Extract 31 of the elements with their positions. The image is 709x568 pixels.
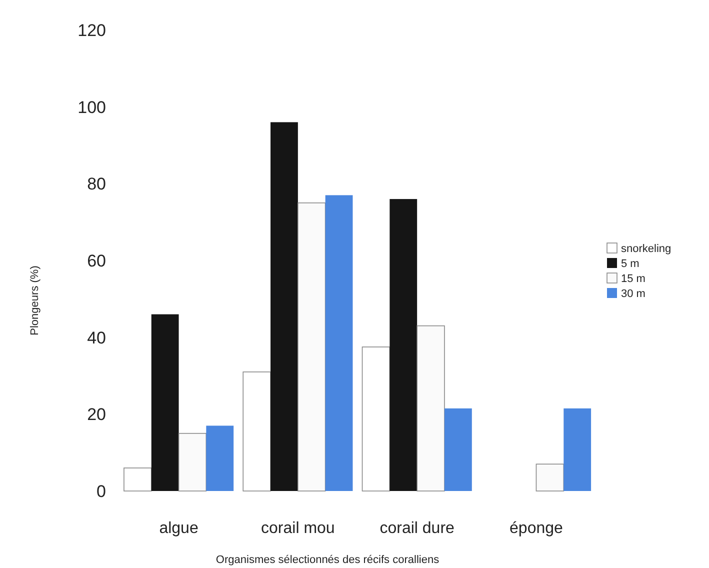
bar (178, 432, 207, 492)
x-tick-label: corail dure (380, 520, 455, 537)
legend-label: 30 m (621, 288, 646, 300)
y-tick-label: 60 (87, 251, 106, 270)
bar (444, 408, 472, 491)
y-tick-label: 100 (78, 98, 106, 117)
bar (416, 325, 445, 492)
bar (124, 468, 152, 492)
bar (362, 346, 390, 492)
y-axis-title: Plongeurs (%) (29, 266, 41, 336)
x-axis-title: Organismes sélectionnés des récifs coralliens (216, 554, 440, 566)
y-tick-label: 120 (78, 20, 106, 40)
bar (270, 122, 298, 491)
y-tick-label: 0 (96, 482, 106, 501)
bar (242, 372, 271, 492)
bar (564, 408, 592, 491)
bar (390, 199, 418, 491)
y-tick-label: 20 (87, 405, 106, 424)
bar (206, 426, 234, 491)
bar (536, 464, 564, 492)
x-tick-label: corail mou (261, 520, 335, 537)
bar (298, 202, 326, 492)
x-tick-label: algue (159, 520, 198, 537)
x-tick-label: éponge (510, 520, 564, 537)
bar (151, 314, 179, 491)
legend-label: snorkeling (621, 242, 672, 255)
y-tick-label: 80 (87, 174, 106, 194)
legend-label: 5 m (621, 258, 640, 270)
bar (325, 195, 353, 491)
legend-label: 15 m (621, 272, 646, 285)
y-tick-label: 40 (87, 328, 106, 348)
